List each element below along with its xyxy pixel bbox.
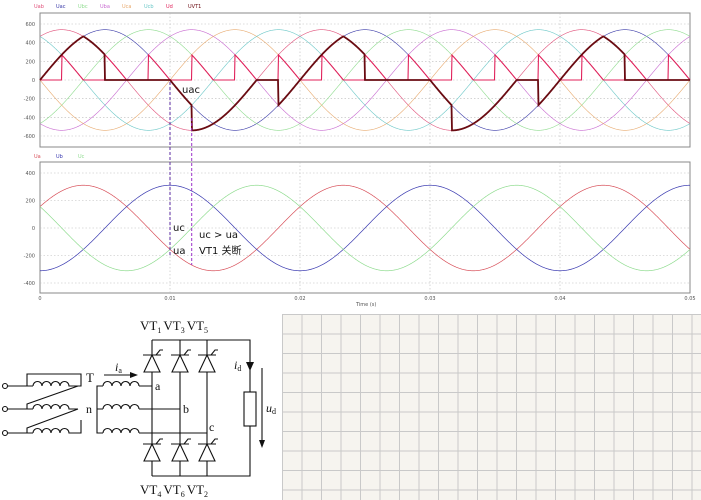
circuit-wires [1,339,263,477]
x-tick-label: 0.05 [684,296,695,302]
y-tick-label: -600 [24,134,35,140]
series-uvt1 [39,35,690,132]
primary-coil-b [32,403,78,410]
y-tick-label: -200 [24,254,35,260]
legend-entry-ua: Ua [34,154,41,160]
secondary-coil-b [102,403,140,410]
y-tick-label: 600 [25,22,35,28]
x-tick-label: 0.02 [294,296,305,302]
terminal-b-icon [1,405,9,413]
id-label: id [234,358,241,373]
annotation-uc: uc [173,223,185,234]
annotation-vt1-off: VT1 关断 [199,244,242,257]
node-b-label: b [183,402,189,416]
series-uc [39,184,691,272]
thyristor-icon [198,349,218,373]
x-axis-label: Time (s) [355,302,376,308]
thyristor-icon [171,349,191,373]
legend-entry-uba: Uba [100,4,110,10]
y-tick-label: 0 [32,226,35,232]
ud-arrowhead-icon [259,440,265,448]
annotation-ua: ua [173,246,185,257]
thyristor-icon [171,438,191,462]
legend-entry-uac: Uac [56,4,66,10]
secondary-coil-c [102,427,140,434]
legend-entry-ud: Ud [166,4,173,10]
phase-voltage-plot: 400 200 0 -200 -400 Ua Ub Uc 0 0.01 0.02 0.03 0.04 0.… [24,154,696,302]
ia-label: ia [115,360,122,375]
ud-label: ud [266,401,276,416]
bottom-thyristor-labels: VT4 VT6 VT2 [140,482,208,499]
primary-coil-a [32,380,78,387]
y-tick-label: 400 [25,171,35,177]
x-tick-label: 0 [38,296,41,302]
node-c-label: c [209,420,214,434]
y-tick-label: -400 [24,115,35,121]
grid-paper-area [282,314,701,500]
rectifier-circuit-diagram: T ia n a b c id ud VT1 VT3 VT5 VT4 VT6 VT2 [1,318,276,499]
x-tick-label: 0.03 [424,296,435,302]
annotation-uc-gt-ua: uc > ua [199,230,238,241]
terminal-c-icon [1,429,9,437]
y-tick-label: 0 [32,78,35,84]
neutral-label: n [86,402,92,416]
annotation-uac: uac [182,85,200,96]
x-tick-label: 0.04 [554,296,565,302]
y-tick-label: 200 [25,59,35,65]
legend-entry-uvt1: UVT1 [188,4,201,10]
legend-entry-uca: Uca [122,4,131,10]
thyristor-icon [143,349,163,373]
y-tick-label: -200 [24,97,35,103]
legend-entry-ucb: Ucb [144,4,154,10]
legend-entry-ub: Ub [56,154,63,160]
annotation-markers [169,82,193,265]
x-tick-label: 0.01 [164,296,175,302]
terminal-a-icon [1,382,9,390]
secondary-coil-a [102,380,140,387]
series-ub [40,184,690,272]
series-uca [39,29,691,131]
y-tick-label: 400 [25,41,35,47]
series-ua [39,184,691,272]
thyristors [143,349,218,462]
waveform-plots: 600 400 200 0 -200 -400 -600 Uab Uac Ubc Uba Uca Ucb… [24,4,696,308]
id-arrowhead-icon [246,362,254,371]
primary-coil-c [32,427,78,434]
load-resistor [243,391,257,427]
y-tick-label: -400 [24,281,35,287]
y-tick-label: 200 [25,199,35,205]
legend-entry-uc: Uc [78,154,85,160]
legend-entry-ubc: Ubc [78,4,88,10]
legend-entry-uab: Uab [34,4,44,10]
transformer-label: T [86,370,94,385]
ia-arrowhead-icon [130,372,138,378]
node-a-label: a [155,379,161,393]
line-voltage-plot: 600 400 200 0 -200 -400 -600 Uab Uac Ubc Uba Uca Ucb… [24,4,691,148]
thyristor-icon [143,438,163,462]
top-thyristor-labels: VT1 VT3 VT5 [140,318,208,335]
thyristor-icon [198,438,218,462]
